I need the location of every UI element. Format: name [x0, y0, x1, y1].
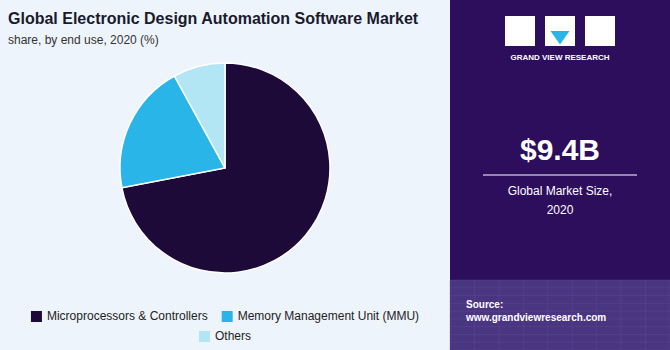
logo-square — [545, 16, 575, 46]
annotation: Source:www.grandviewresearch.com — [465, 299, 606, 323]
chart-svg: Global Electronic Design Automation Soft… — [0, 0, 670, 350]
panel-grid-line — [450, 334, 670, 335]
divider — [483, 175, 637, 176]
legend: Microprocessors & Controllers Memory Mana… — [31, 309, 419, 343]
legend-item: Memory Management Unit (MMU) — [222, 309, 419, 323]
panel-background — [450, 0, 670, 350]
annotation: 2020 — [547, 203, 574, 217]
logo-square — [585, 16, 615, 46]
legend-label: Memory Management Unit (MMU) — [238, 309, 419, 323]
side-panel: GRAND VIEW RESEARCH $9.4B Global Market Si… — [450, 0, 670, 350]
annotation: Global Market Size, — [508, 184, 613, 198]
annotation: GRAND VIEW RESEARCH — [510, 53, 609, 62]
legend-label: Others — [215, 329, 251, 343]
background — [0, 0, 670, 350]
legend-swatch — [31, 311, 42, 322]
panel-grid-line — [450, 280, 451, 350]
title: Global Electronic Design Automation Soft… — [8, 10, 419, 27]
subtitle: share, by end use, 2020 (%) — [8, 33, 159, 47]
annotation: $9.4B — [520, 133, 600, 166]
legend-swatch — [222, 311, 233, 322]
pie — [120, 63, 330, 273]
panel-grid-line — [450, 326, 670, 327]
legend-item: Microprocessors & Controllers — [31, 309, 208, 323]
legend-swatch — [199, 331, 210, 342]
panel-grid-line — [645, 280, 646, 350]
pie-slice — [174, 63, 225, 168]
panel-bottom — [450, 280, 670, 350]
panel-grid-line — [450, 295, 670, 296]
panel-grid-line — [621, 280, 622, 350]
panel-grid-line — [450, 342, 670, 343]
legend-item: Others — [199, 329, 251, 343]
panel-grid-line — [450, 287, 670, 288]
logo-triangle — [551, 31, 570, 45]
logo-square — [505, 16, 535, 46]
panel-grid-line — [450, 280, 670, 281]
legend-label: Microprocessors & Controllers — [47, 309, 208, 323]
chart-container: Global Electronic Design Automation Soft… — [0, 0, 670, 350]
